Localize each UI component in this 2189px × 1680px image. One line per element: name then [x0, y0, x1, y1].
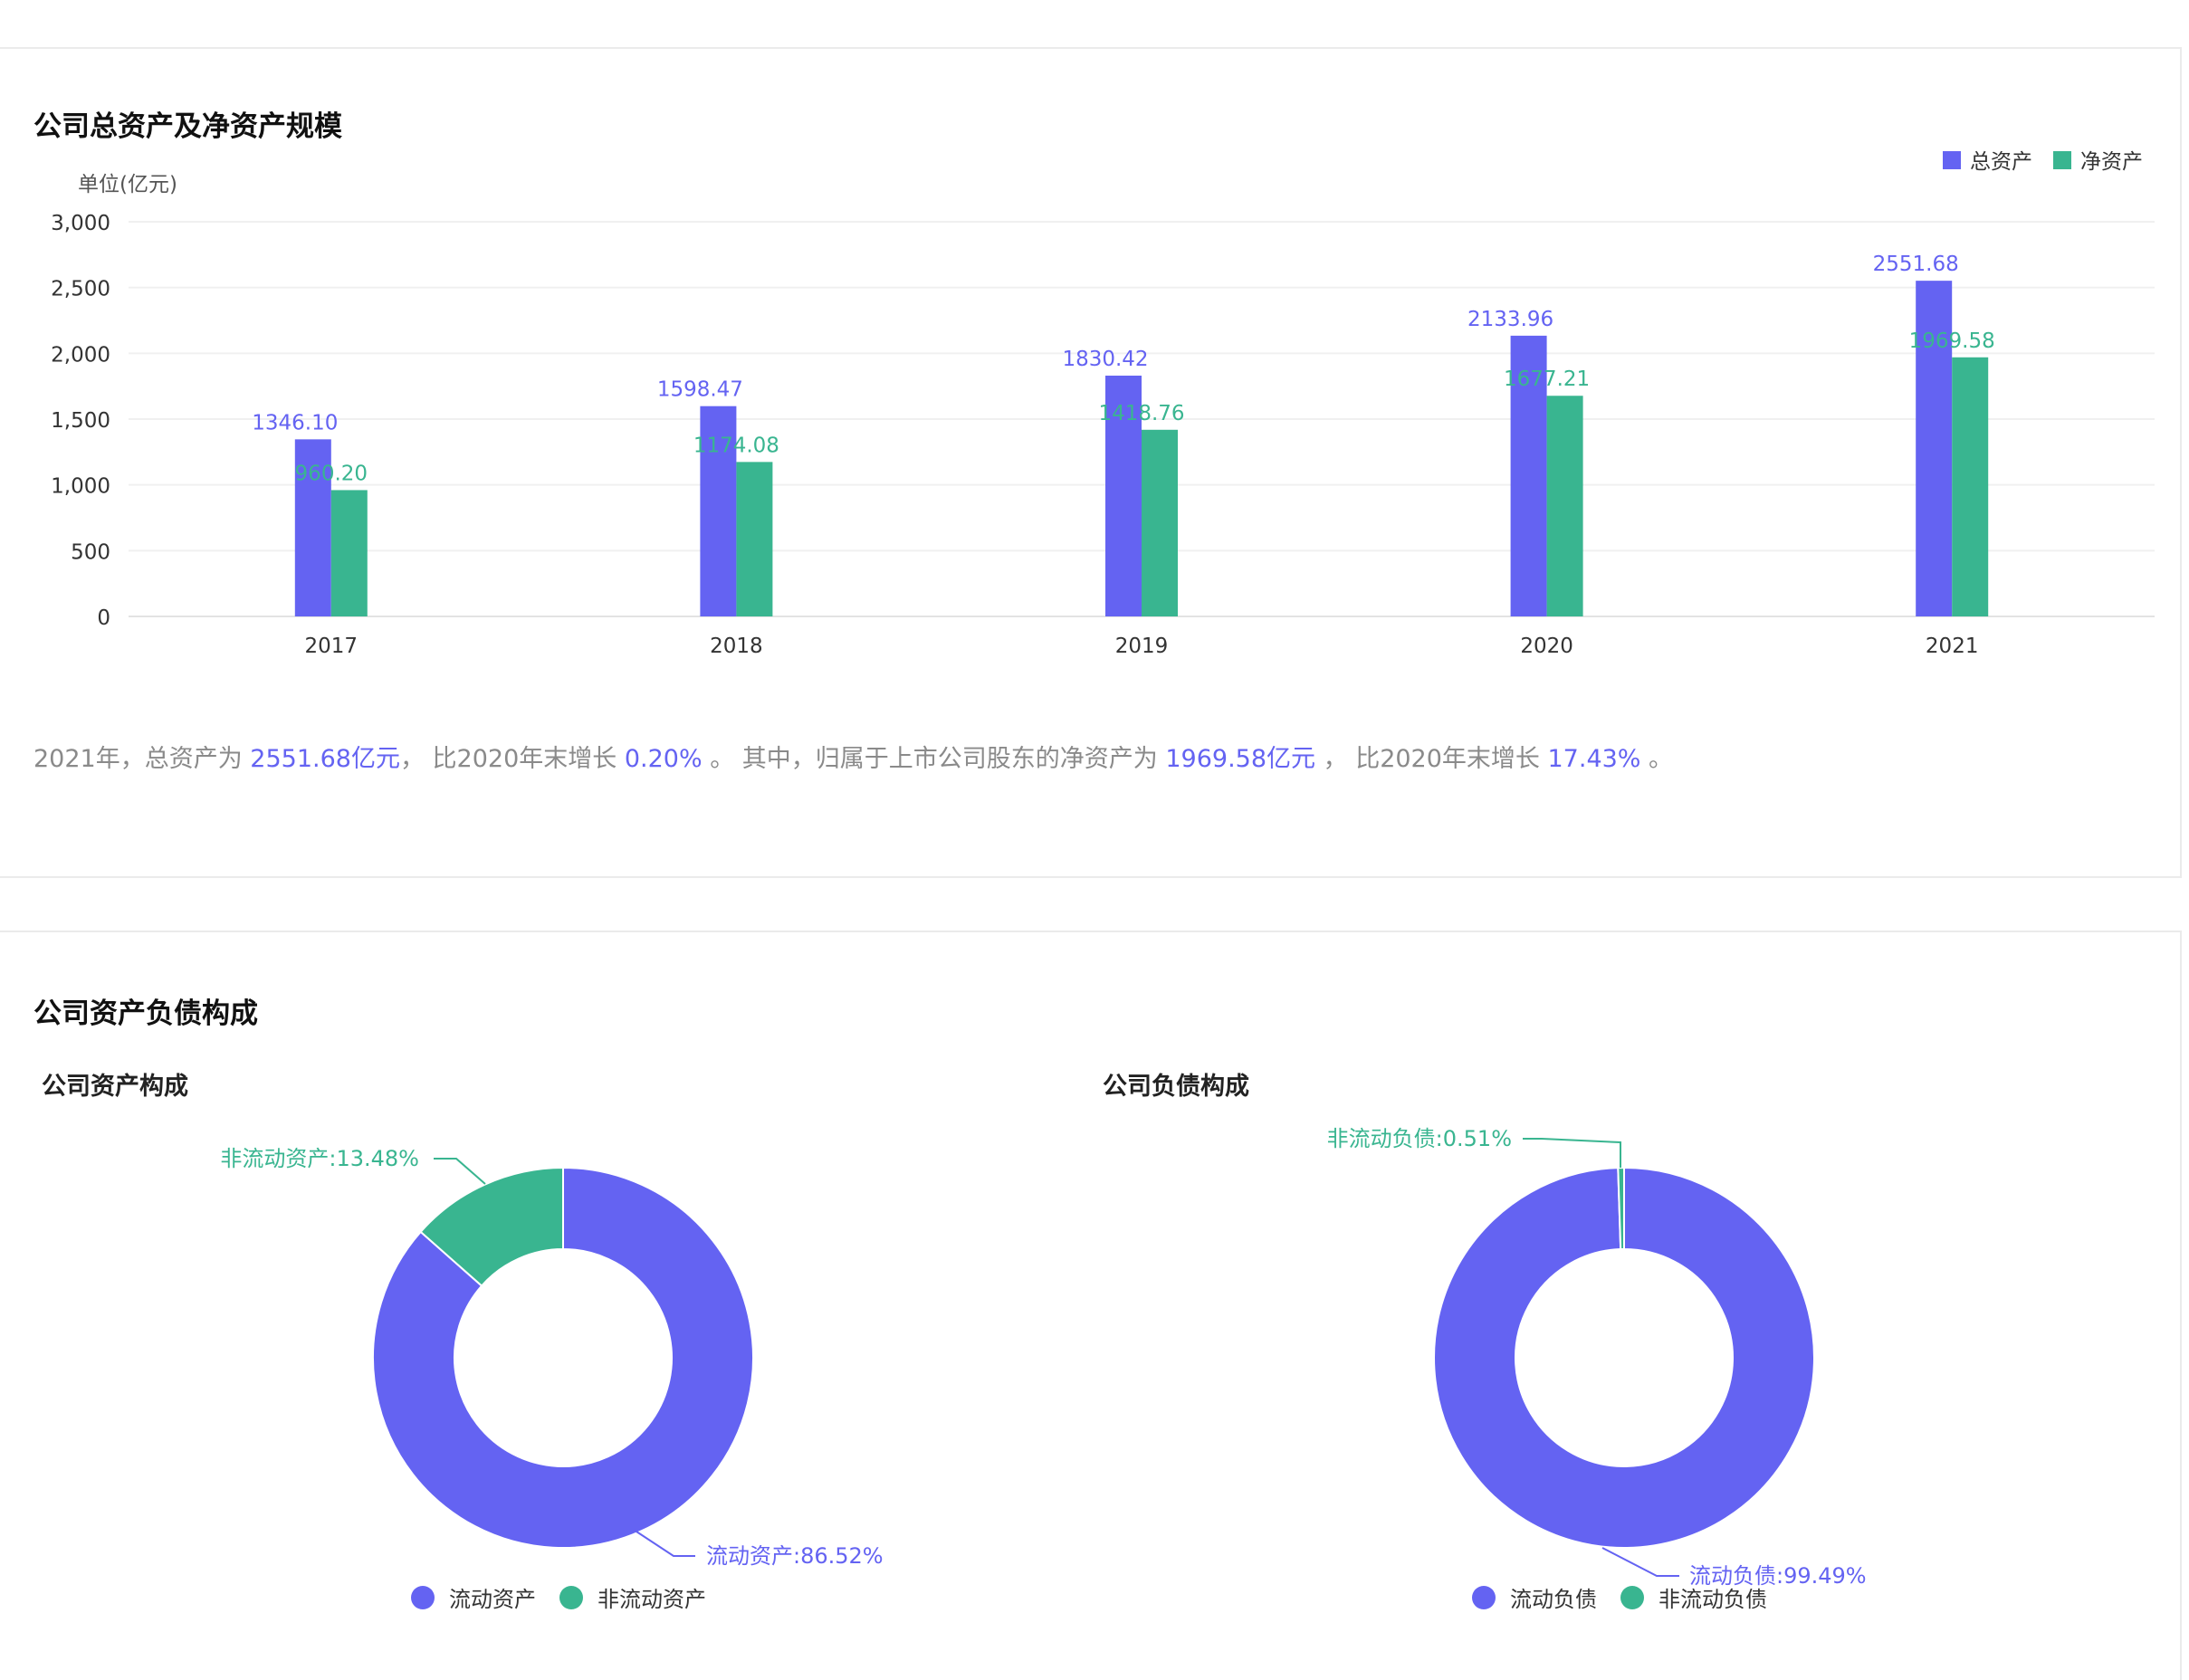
bar-value-label: 1174.08	[693, 434, 779, 457]
bar-value-label: 1677.21	[1504, 368, 1590, 391]
legend-dot-icon	[411, 1585, 435, 1609]
legend-item-current-liabilities[interactable]: 流动负债	[1472, 1581, 1597, 1613]
y-tick-label: 3,000	[51, 212, 110, 235]
summary-net-assets: 1969.58亿元	[1165, 745, 1316, 773]
bar-net-2020	[1546, 396, 1583, 616]
y-tick-label: 2,000	[51, 343, 110, 367]
bar-value-label: 1598.47	[657, 378, 743, 402]
legend-swatch-icon	[2053, 151, 2071, 169]
bar-value-label: 1830.42	[1062, 348, 1148, 371]
summary-total-growth: 0.20%	[624, 745, 703, 773]
liability-donut-chart: 流动负债:99.49% 非流动负债:0.51%	[1327, 1126, 1867, 1589]
donut-slice-0	[372, 1166, 754, 1549]
y-tick-label: 0	[97, 606, 110, 630]
leader-line	[633, 1529, 695, 1557]
donut-slice-0	[1433, 1166, 1815, 1549]
bar-total-2020	[1510, 335, 1547, 616]
bar-net-2021	[1952, 357, 1989, 616]
bar-value-label: 960.20	[295, 462, 368, 485]
y-tick-label: 2,500	[51, 278, 110, 301]
bar-total-2019	[1105, 375, 1142, 616]
legend-swatch-icon	[1943, 151, 1961, 169]
asset-scale-card: 公司总资产及净资产规模 单位(亿元) 0 500 1,000 1,500 2,000 2,…	[0, 47, 2182, 878]
slice-label: 非流动资产:13.48%	[220, 1146, 419, 1171]
summary-net-growth: 17.43%	[1547, 745, 1641, 773]
asset-bar-chart: 单位(亿元) 0 500 1,000 1,500 2,000 2,500 3,000 134…	[51, 150, 2155, 658]
y-tick-label: 1,000	[51, 475, 110, 499]
summary-part: ， 比2020年末增长	[399, 745, 625, 773]
legend-dot-icon	[1472, 1585, 1496, 1609]
legend-label: 非流动负债	[1658, 1587, 1767, 1612]
slice-label: 流动资产:86.52%	[706, 1543, 884, 1569]
bar-net-2017	[330, 490, 368, 616]
legend-label: 流动负债	[1510, 1587, 1597, 1612]
bar-total-2018	[700, 406, 737, 616]
leader-line	[1601, 1547, 1679, 1577]
legend-label: 净资产	[2080, 150, 2143, 174]
asset-structure-title: 公司资产构成	[42, 1073, 188, 1101]
x-tick-label: 2019	[1115, 635, 1169, 658]
balance-structure-card: 公司资产负债构成 公司资产构成 公司负债构成 流动资产:86.52% 非流动资产:…	[0, 931, 2182, 1680]
y-tick-label: 1,500	[51, 409, 110, 433]
x-tick-label: 2018	[710, 635, 763, 658]
bar-net-2018	[736, 462, 773, 616]
legend-dot-icon	[559, 1585, 583, 1609]
bar-value-label: 2551.68	[1873, 253, 1959, 276]
legend-label: 流动资产	[449, 1587, 536, 1612]
donut-slice-1	[419, 1166, 564, 1287]
bar-total-2021	[1916, 281, 1953, 616]
summary-part: 。 其中，归属于上市公司股东的净资产为	[702, 745, 1166, 773]
asset-scale-title: 公司总资产及净资产规模	[33, 110, 342, 143]
legend-item-noncurrent-assets[interactable]: 非流动资产	[559, 1581, 706, 1613]
slice-label: 流动负债:99.49%	[1689, 1563, 1867, 1589]
bar-total-2017	[294, 439, 331, 616]
legend-label: 非流动资产	[597, 1587, 706, 1612]
bar-value-label: 2133.96	[1467, 308, 1553, 331]
legend-item-noncurrent-liabilities[interactable]: 非流动负债	[1620, 1581, 1767, 1613]
bar-value-label: 1346.10	[252, 411, 338, 434]
balance-structure-title: 公司资产负债构成	[33, 998, 258, 1030]
asset-donut-chart: 流动资产:86.52% 非流动资产:13.48%	[220, 1146, 884, 1569]
donut-slice-1	[1617, 1166, 1625, 1251]
bar-value-label: 1418.76	[1098, 402, 1184, 425]
x-tick-label: 2017	[305, 635, 358, 658]
y-tick-label: 500	[71, 540, 110, 564]
liability-legend: 流动负债 非流动负债	[1472, 1581, 1791, 1613]
summary-part: 。	[1640, 745, 1674, 773]
bar-net-2019	[1142, 429, 1178, 616]
summary-part: 2021年，总资产为	[33, 745, 251, 773]
leader-line	[434, 1158, 486, 1185]
summary-part: ， 比2020年末增长	[1315, 745, 1548, 773]
summary-text: 2021年，总资产为 2551.68亿元， 比2020年末增长 0.20% 。 …	[33, 739, 1673, 774]
asset-legend: 流动资产 非流动资产	[411, 1581, 730, 1613]
summary-total-assets: 2551.68亿元	[250, 745, 400, 773]
bar-value-label: 1969.58	[1909, 329, 1995, 353]
y-unit-label: 单位(亿元)	[78, 173, 177, 196]
leader-line	[1523, 1138, 1621, 1168]
x-tick-label: 2020	[1520, 635, 1573, 658]
legend-item-current-assets[interactable]: 流动资产	[411, 1581, 536, 1613]
x-tick-label: 2021	[1926, 635, 1979, 658]
legend-label: 总资产	[1970, 150, 2032, 174]
slice-label: 非流动负债:0.51%	[1327, 1126, 1512, 1151]
liability-structure-title: 公司负债构成	[1103, 1073, 1249, 1101]
legend-dot-icon	[1620, 1585, 1644, 1609]
